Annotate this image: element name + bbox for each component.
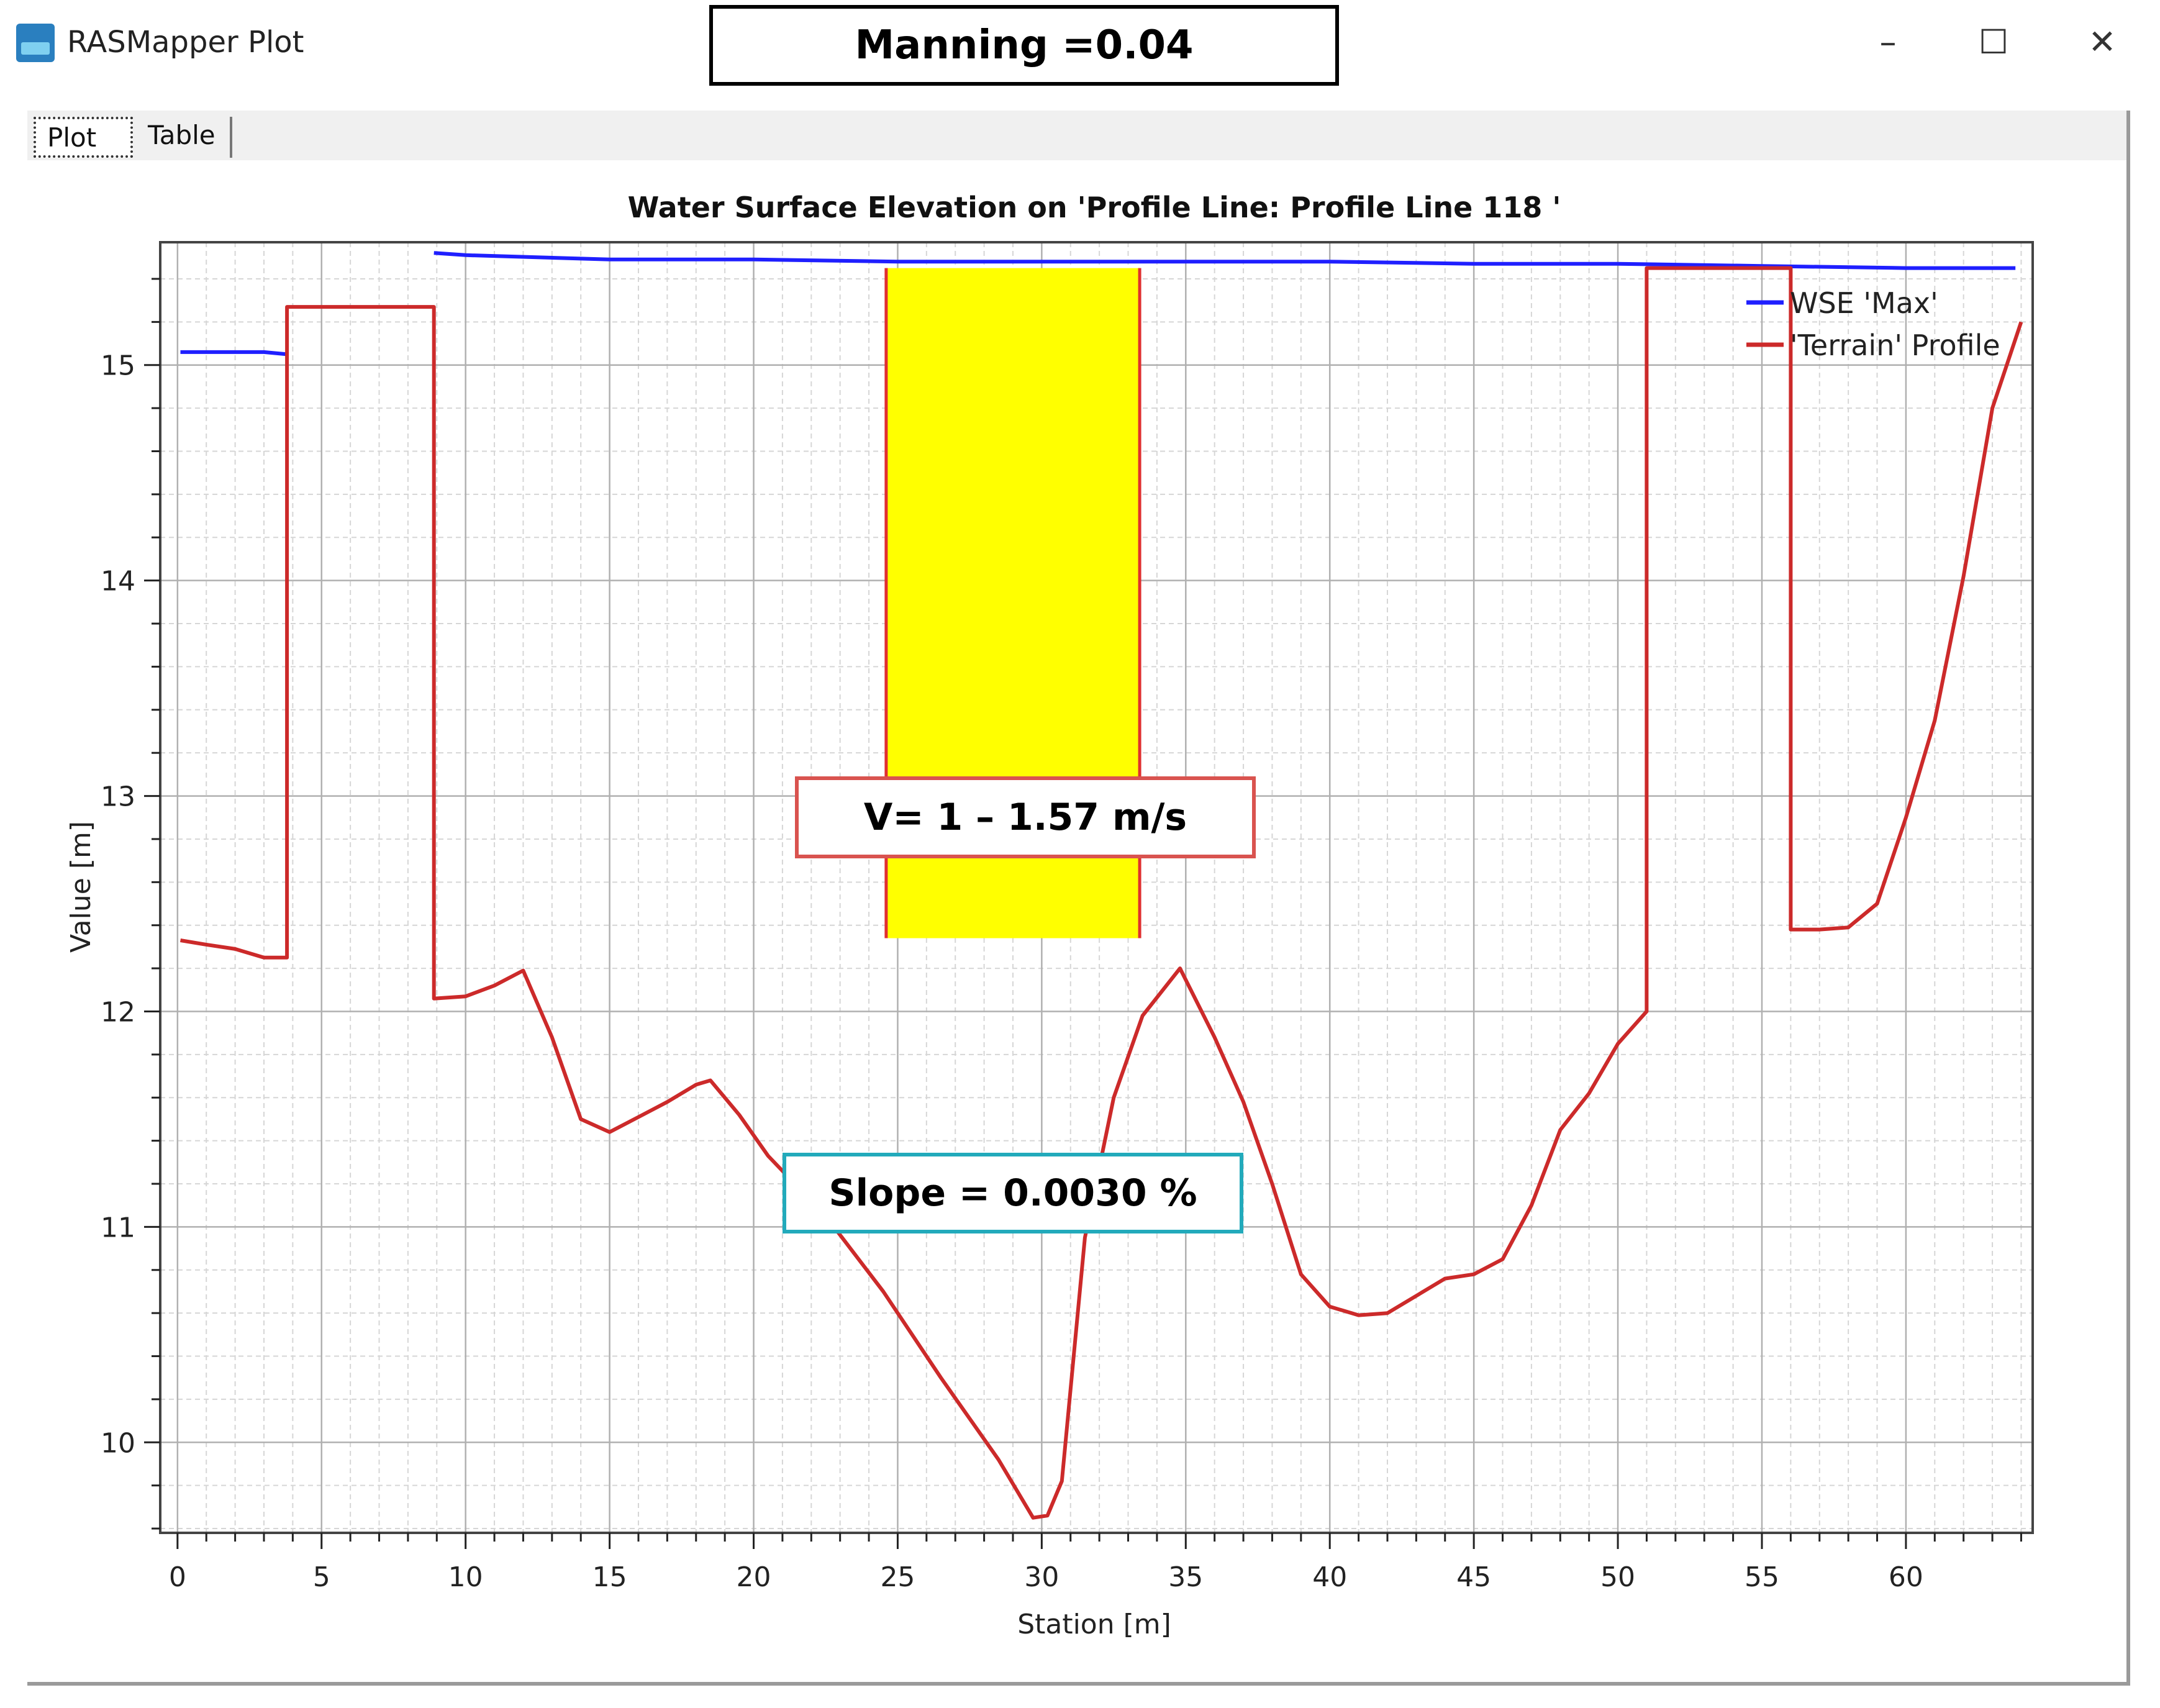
y-tick-label: 12 [101, 996, 135, 1028]
tab-table[interactable]: Table [137, 117, 232, 158]
wse-max-line [433, 251, 2016, 270]
minimize-button[interactable]: – [1879, 22, 1897, 61]
slope-annotation: Slope = 0.0030 % [783, 1153, 1243, 1233]
y-tick-label: 14 [101, 566, 135, 597]
tab-plot[interactable]: Plot [34, 117, 133, 158]
x-tick-label: 30 [1024, 1561, 1059, 1593]
chart-grid [160, 242, 2033, 1533]
y-tick-label: 15 [101, 350, 135, 382]
maximize-button[interactable]: ☐ [1978, 22, 2009, 61]
x-tick-label: 15 [592, 1561, 627, 1593]
plot-area-frame [159, 241, 2034, 1534]
legend-label-wse: WSE 'Max' [1790, 286, 1938, 320]
chart-legend: WSE 'Max' 'Terrain' Profile [1746, 286, 2000, 362]
x-tick-label: 5 [313, 1561, 330, 1593]
chart-title: Water Surface Elevation on 'Profile Line… [628, 191, 1561, 224]
axis-ticks: 0 5 10 15 20 25 30 35 40 45 50 55 60 10 11 12 13 14 15 [101, 278, 2022, 1593]
x-tick-label: 10 [448, 1561, 483, 1593]
y-tick-label: 13 [101, 781, 135, 813]
velocity-annotation: V= 1 – 1.57 m/s [795, 776, 1256, 858]
series-lines [180, 251, 2023, 1520]
y-tick-label: 10 [101, 1427, 135, 1459]
manning-annotation: Manning =0.04 [709, 5, 1339, 86]
close-button[interactable]: ✕ [2088, 22, 2117, 61]
x-tick-label: 0 [169, 1561, 186, 1593]
x-tick-label: 20 [737, 1561, 771, 1593]
tab-strip [27, 111, 2126, 160]
x-tick-label: 35 [1168, 1561, 1203, 1593]
x-tick-label: 45 [1456, 1561, 1491, 1593]
x-tick-label: 50 [1600, 1561, 1635, 1593]
window-title: RASMapper Plot [67, 25, 304, 60]
y-tick-label: 11 [101, 1212, 135, 1243]
x-tick-label: 55 [1745, 1561, 1779, 1593]
rasmapper-app-icon [16, 24, 55, 62]
x-tick-label: 40 [1312, 1561, 1347, 1593]
wse-max-line [180, 350, 288, 357]
y-axis-label: Value [m] [65, 821, 97, 953]
x-tick-label: 60 [1889, 1561, 1923, 1593]
x-axis-label: Station [m] [1017, 1609, 1171, 1640]
x-tick-label: 25 [880, 1561, 915, 1593]
legend-label-terrain: 'Terrain' Profile [1790, 329, 2000, 362]
terrain-profile-line [180, 266, 2023, 1520]
